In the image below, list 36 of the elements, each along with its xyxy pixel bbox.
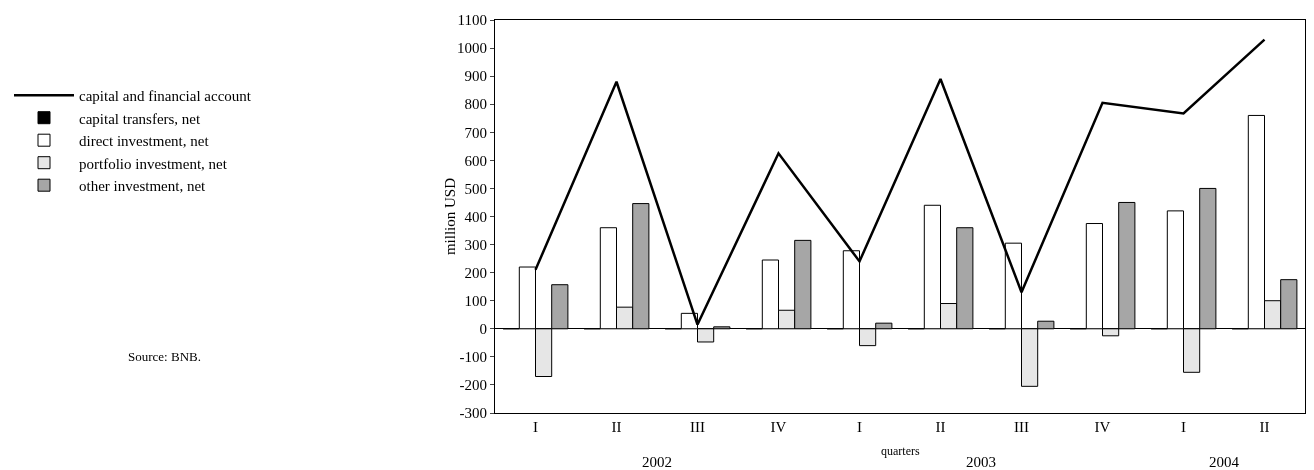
text: 2004 xyxy=(1209,454,1240,470)
x-tick-label: III xyxy=(1014,419,1029,435)
x-tick-label: IV xyxy=(1094,419,1111,435)
y-axis-title: million USD xyxy=(442,177,458,256)
legend-label: capital transfers, net xyxy=(79,110,202,127)
x-tick-label: I xyxy=(1181,419,1186,435)
x-tick-label: II xyxy=(935,419,946,435)
legend-label: other investment, net xyxy=(79,178,207,195)
text: 2002 xyxy=(642,454,672,470)
x-axis-title: quarters xyxy=(881,444,920,458)
y-tick-label: 1000 xyxy=(457,40,487,57)
x-tick-label: I xyxy=(533,419,538,435)
x-tick-label: II xyxy=(611,419,622,435)
y-tick-label: 0 xyxy=(479,321,487,338)
y-tick-label: 100 xyxy=(464,292,487,309)
y-tick-label: 400 xyxy=(464,208,487,225)
y-tick-label: -200 xyxy=(459,377,487,394)
y-tick-label: -300 xyxy=(459,405,487,422)
y-tick-label: 300 xyxy=(464,236,487,253)
text: 2003 xyxy=(966,454,996,470)
y-tick-label: 600 xyxy=(464,152,487,169)
y-tick-label: 900 xyxy=(464,68,487,85)
y-tick-label: 700 xyxy=(464,124,487,141)
source-note: Source: BNB. xyxy=(128,349,201,364)
x-tick-label: III xyxy=(690,419,705,435)
y-tick-label: 500 xyxy=(464,180,487,197)
y-tick-label: 1100 xyxy=(457,12,487,29)
y-tick-label: -100 xyxy=(459,349,487,366)
legend-label: direct investment, net xyxy=(79,133,210,150)
y-tick-label: 800 xyxy=(464,96,487,113)
y-tick-label: 200 xyxy=(464,264,487,281)
legend-label: portfolio investment, net xyxy=(79,155,228,172)
x-tick-label: I xyxy=(857,419,862,435)
legend-label: capital and financial account xyxy=(79,88,252,105)
x-tick-label: IV xyxy=(770,419,787,435)
x-tick-label: II xyxy=(1259,419,1270,435)
